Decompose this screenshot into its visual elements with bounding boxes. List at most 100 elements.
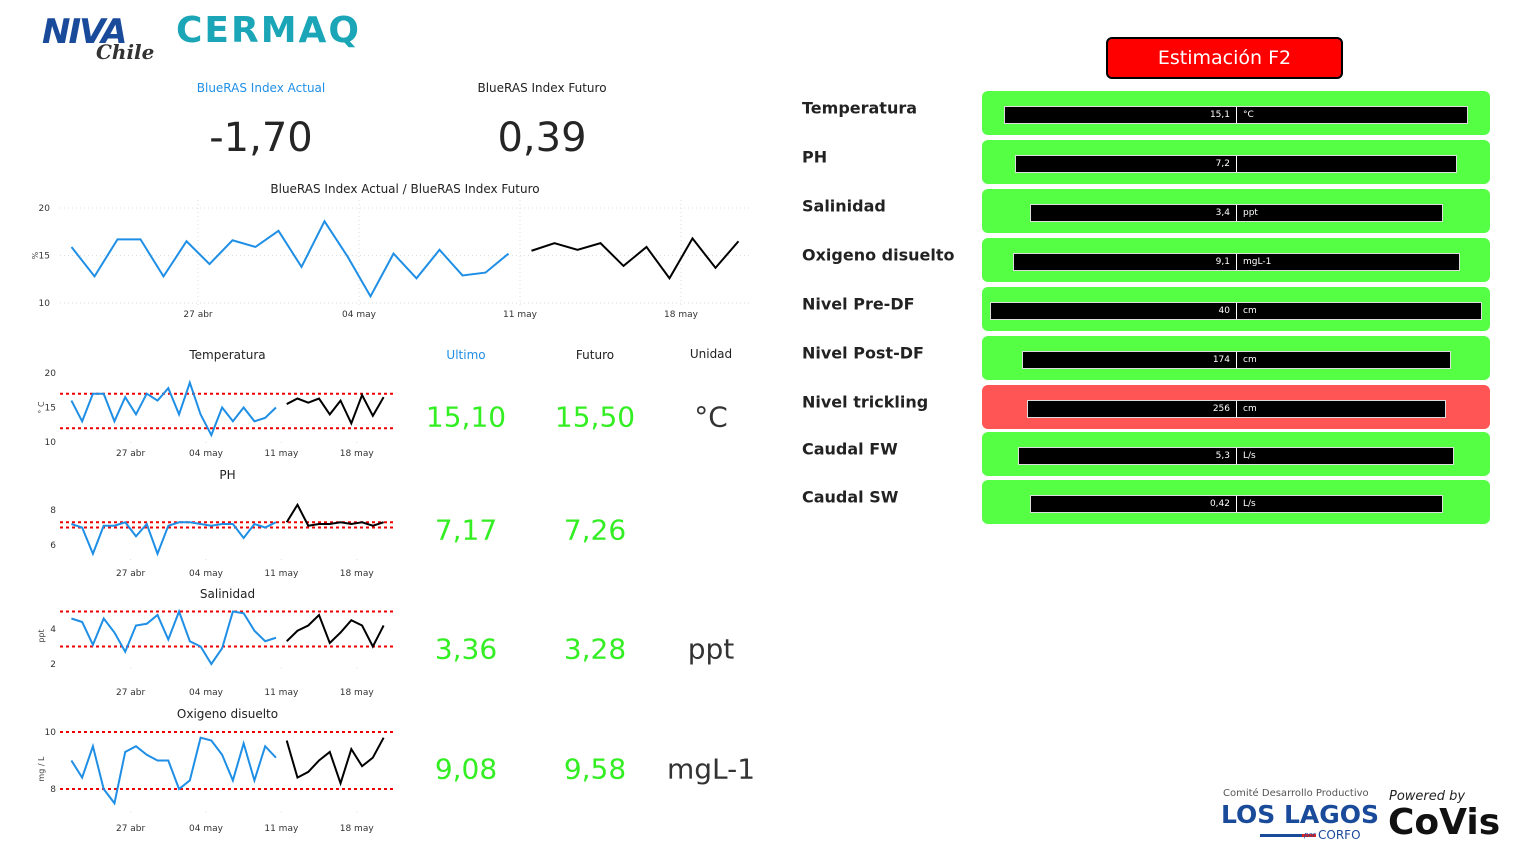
row-unit: ppt	[1243, 208, 1258, 218]
y-tick-label: 6	[50, 541, 56, 551]
los-lagos-logo: LOS LAGOS	[1221, 800, 1380, 829]
x-tick-label: 11 may	[264, 824, 299, 834]
logo-stripe	[1260, 834, 1302, 837]
x-tick-label: 18 may	[340, 824, 375, 834]
x-tick-label: 04 may	[189, 449, 224, 459]
line-series	[71, 521, 277, 557]
status-card: 7,2	[982, 140, 1490, 184]
x-tick-label: 18 may	[340, 449, 375, 459]
table-cell: 9,58	[563, 752, 627, 786]
table-header: Ultimo	[446, 348, 486, 362]
row-value: 256	[1028, 401, 1237, 417]
value-bar: 9,1 mgL-1	[1013, 253, 1460, 271]
row-unit: cm	[1243, 355, 1257, 365]
powered-by: Powered by	[1389, 789, 1466, 804]
y-tick-label: 2	[50, 660, 56, 670]
x-tick-label: 27 abr	[116, 824, 146, 834]
line-series	[286, 613, 385, 649]
row-value: 7,2	[1016, 156, 1237, 172]
estimacion-button[interactable]: Estimación F2	[1106, 37, 1343, 79]
covis-logo: CoVis	[1388, 802, 1501, 843]
value-bar: 0,42 L/s	[1030, 495, 1443, 513]
line-series	[70, 219, 510, 299]
row-label: Nivel Pre-DF	[802, 294, 915, 314]
y-tick-label: 10	[45, 728, 57, 738]
x-tick-label: 27 abr	[116, 449, 146, 459]
y-tick-label: 10	[39, 299, 51, 309]
value-bar: 40 cm	[990, 302, 1482, 320]
y-tick-label: 8	[50, 506, 56, 516]
x-tick-label: 04 may	[342, 310, 377, 320]
comite-text: Comité Desarrollo Productivo	[1223, 788, 1369, 799]
value-bar: 3,4 ppt	[1030, 204, 1443, 222]
niva-logo: NIVA	[42, 12, 127, 52]
table-cell: 15,50	[554, 400, 636, 434]
row-label: Temperatura	[802, 98, 918, 118]
status-card: 256 cm	[982, 385, 1490, 429]
y-tick-label: 20	[39, 204, 51, 214]
y-tick-label: 8	[50, 785, 56, 795]
y-axis-label: ppt	[37, 629, 46, 642]
y-tick-label: 20	[45, 369, 57, 379]
value-bar: 174 cm	[1022, 351, 1451, 369]
table-cell: 9,08	[434, 752, 498, 786]
corfo: CORFO	[1318, 828, 1361, 842]
table-cell: mgL-1	[666, 752, 756, 786]
charts: BlueRAS Index Actual / BlueRAS Index Fut…	[31, 182, 750, 834]
status-card: 15,1 °C	[982, 91, 1490, 135]
x-tick-label: 04 may	[189, 569, 224, 579]
chart-title: PH	[219, 468, 235, 482]
line-series	[70, 736, 277, 806]
line-series	[285, 737, 385, 787]
row-unit: mgL-1	[1243, 257, 1272, 267]
value-bar: 7,2	[1015, 155, 1457, 173]
row-value: 174	[1023, 352, 1237, 368]
row-value: 15,1	[1005, 107, 1237, 123]
kpi-label: BlueRAS Index Futuro	[477, 81, 607, 95]
table-cell: 15,10	[425, 400, 507, 434]
row-label: PH	[802, 147, 828, 167]
row-label: Nivel Post-DF	[802, 343, 924, 363]
status-card: 5,3 L/s	[982, 432, 1490, 476]
x-tick-label: 27 abr	[116, 688, 146, 698]
y-tick-label: 15	[39, 252, 50, 262]
x-tick-label: 11 may	[503, 310, 538, 320]
table-cell: ppt	[687, 632, 735, 666]
row-value: 40	[991, 303, 1237, 319]
corfo-por: por	[1304, 831, 1316, 839]
cermaq-logo: CERMAQ	[176, 10, 362, 51]
row-label: Caudal SW	[802, 487, 899, 507]
y-axis-label: mg / L	[37, 756, 46, 782]
logo-stripe	[1302, 834, 1316, 837]
x-tick-label: 11 may	[264, 688, 299, 698]
line-series	[531, 236, 740, 281]
row-unit: cm	[1243, 306, 1257, 316]
line-series	[286, 392, 385, 426]
x-tick-label: 04 may	[189, 688, 224, 698]
y-tick-label: 15	[45, 404, 56, 414]
row-label: Nivel trickling	[802, 392, 929, 412]
niva-sub: Chile	[96, 40, 155, 64]
row-label: Caudal FW	[802, 439, 898, 459]
row-unit: L/s	[1243, 499, 1256, 509]
chart-title: Oxigeno disuelto	[177, 707, 278, 721]
row-value: 5,3	[1019, 448, 1237, 464]
value-bar: 256 cm	[1027, 400, 1446, 418]
x-tick-label: 04 may	[189, 824, 224, 834]
row-unit: L/s	[1243, 451, 1256, 461]
row-value: 0,42	[1031, 496, 1237, 512]
row-unit: °C	[1243, 110, 1254, 120]
kpi-value: -1,70	[209, 115, 313, 161]
y-axis-label: ° C	[37, 401, 46, 414]
chart-title: Salinidad	[200, 587, 255, 601]
y-axis-label: %	[31, 251, 40, 259]
x-tick-label: 18 may	[340, 688, 375, 698]
table-cell: 7,26	[563, 513, 627, 547]
kpi-label: BlueRAS Index Actual	[196, 81, 326, 95]
table-cell: 3,36	[434, 632, 498, 666]
x-tick-label: 11 may	[264, 449, 299, 459]
status-card: 0,42 L/s	[982, 480, 1490, 524]
y-tick-label: 4	[50, 625, 56, 635]
row-label: Oxigeno disuelto	[802, 245, 955, 265]
